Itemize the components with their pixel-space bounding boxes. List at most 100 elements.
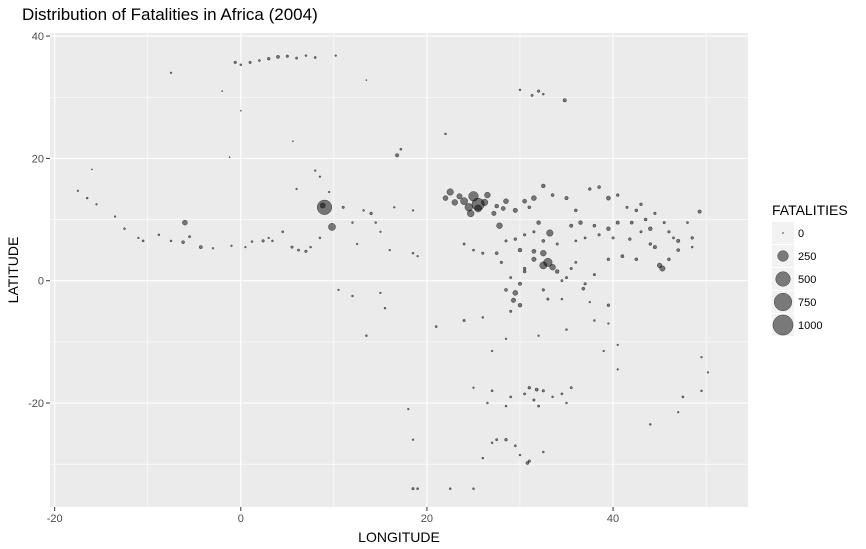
data-point <box>411 251 415 255</box>
data-point <box>546 229 554 237</box>
data-point <box>395 153 400 158</box>
legend-label: 1000 <box>798 320 822 332</box>
x-tick-label: 20 <box>421 513 433 525</box>
data-point <box>383 306 387 310</box>
data-point <box>328 190 331 194</box>
data-point <box>416 255 419 258</box>
legend: FATALITIES 0 250 500 750 1000 <box>772 202 848 336</box>
data-point <box>541 389 545 393</box>
data-point <box>355 242 359 246</box>
data-point <box>606 303 611 307</box>
data-point <box>494 203 499 209</box>
data-point <box>258 59 261 62</box>
data-point <box>472 487 475 490</box>
data-point <box>537 404 541 408</box>
data-point <box>634 257 639 262</box>
data-point <box>267 236 270 240</box>
x-tick-label: 40 <box>607 513 619 525</box>
data-point <box>500 206 506 211</box>
data-point <box>85 196 89 200</box>
legend-label: 750 <box>798 297 816 309</box>
data-point <box>362 209 365 212</box>
legend-key-symbol <box>772 314 794 336</box>
data-point <box>522 266 527 271</box>
data-point <box>643 217 648 222</box>
data-point <box>442 195 449 201</box>
data-point <box>537 89 541 93</box>
data-point <box>527 386 531 390</box>
data-point <box>314 169 317 172</box>
data-point <box>484 191 491 199</box>
data-point <box>374 221 377 224</box>
legend-key-symbol <box>773 292 793 312</box>
data-point <box>531 248 537 254</box>
data-point <box>181 240 185 244</box>
data-point <box>597 233 601 237</box>
data-point <box>542 450 545 454</box>
data-point <box>527 459 531 463</box>
data-point <box>697 209 702 214</box>
data-point <box>550 193 555 197</box>
data-point <box>444 132 447 136</box>
data-point <box>451 199 458 206</box>
data-point <box>123 227 126 230</box>
data-point <box>295 56 299 60</box>
data-point <box>532 230 536 234</box>
data-point <box>537 334 540 337</box>
data-point <box>141 239 145 243</box>
data-point <box>295 187 298 191</box>
data-point <box>639 202 643 207</box>
data-point <box>555 269 560 274</box>
data-point <box>188 235 192 239</box>
data-point <box>662 221 666 225</box>
legend-key-symbol <box>782 232 784 234</box>
data-point <box>542 92 545 96</box>
data-point <box>472 248 475 252</box>
data-point <box>578 220 583 225</box>
data-point <box>602 349 605 353</box>
data-point <box>629 220 634 225</box>
x-tick-label: 0 <box>238 513 244 525</box>
legend-key-symbol <box>775 271 791 287</box>
data-point <box>652 245 657 250</box>
data-point <box>615 220 620 225</box>
data-point <box>337 288 340 292</box>
data-point <box>639 230 643 234</box>
data-point <box>496 222 503 229</box>
data-point <box>648 226 653 231</box>
legend-entries: 0 250 500 750 1000 <box>772 222 822 336</box>
data-point <box>481 251 485 255</box>
data-point <box>592 273 596 277</box>
data-point <box>583 236 587 240</box>
data-point <box>517 303 523 308</box>
data-point <box>690 236 694 240</box>
data-point <box>574 239 578 243</box>
data-point <box>569 223 574 228</box>
data-point <box>318 236 322 240</box>
data-point <box>474 204 482 213</box>
data-point <box>551 395 554 399</box>
data-point <box>512 290 519 296</box>
data-point <box>616 193 620 197</box>
data-point <box>517 247 523 253</box>
data-point <box>313 56 317 59</box>
data-point <box>388 248 391 252</box>
chart-title: Distribution of Fatalities in Africa (20… <box>22 5 318 24</box>
data-point <box>503 198 509 204</box>
data-point <box>546 297 550 301</box>
data-point <box>620 254 625 259</box>
y-tick-label: -20 <box>28 398 44 410</box>
data-point <box>574 260 578 264</box>
data-point <box>228 156 231 159</box>
legend-label: 0 <box>798 228 804 240</box>
data-point <box>625 205 629 209</box>
data-point <box>581 286 586 291</box>
y-tick-label: 40 <box>32 31 44 43</box>
data-point <box>686 221 689 224</box>
data-point <box>504 239 508 243</box>
data-point <box>522 198 527 204</box>
data-point <box>593 319 596 322</box>
data-point <box>649 423 652 426</box>
data-point <box>271 239 274 243</box>
